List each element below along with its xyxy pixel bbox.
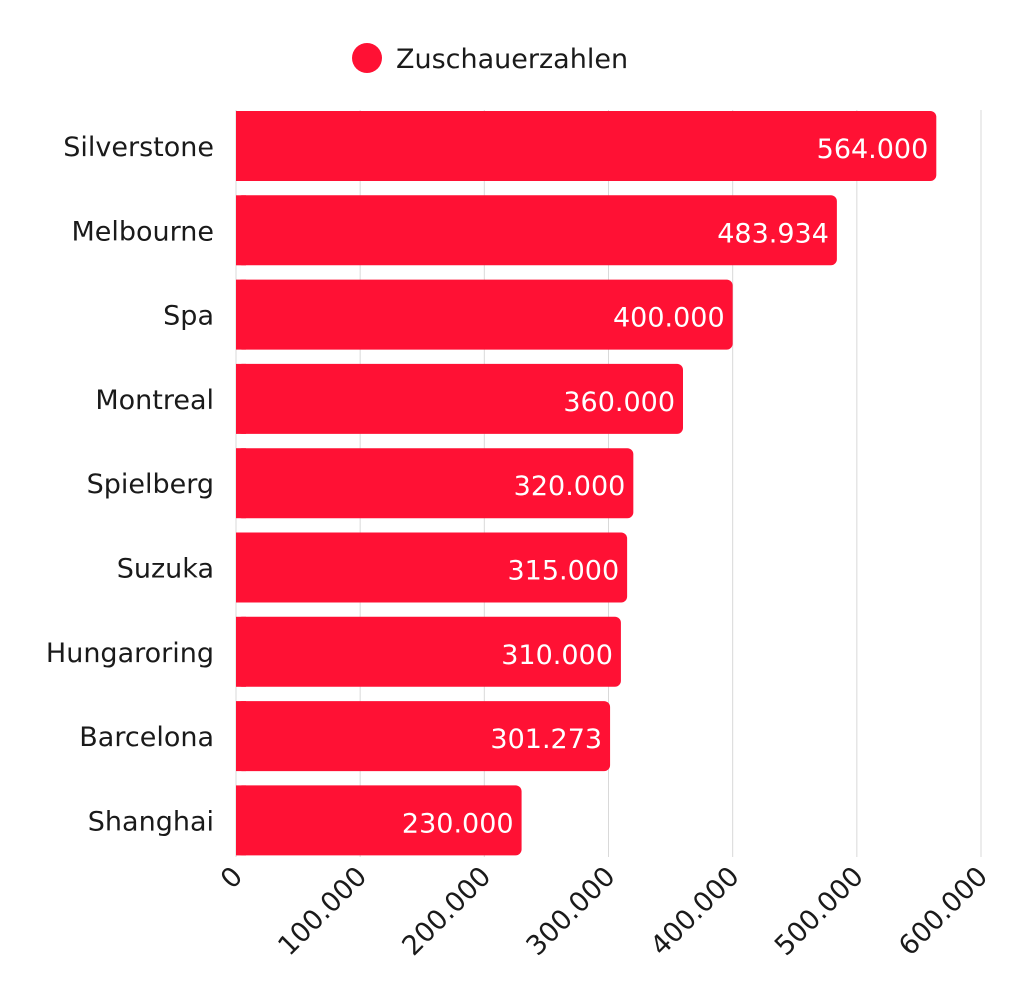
data-label: 564.000	[817, 134, 929, 165]
category-label: Barcelona	[79, 722, 214, 753]
data-labels: 564.000 483.934 400.000 360.000 320.000 315.0…	[402, 134, 928, 839]
x-axis-ticks: 0 100.000 200.000 300.000 400.000 500.000 600.…	[215, 861, 994, 962]
category-label: Melbourne	[71, 216, 214, 247]
category-label: Suzuka	[117, 554, 214, 585]
legend: Zuschauerzahlen	[352, 43, 628, 75]
bar-left-edge	[236, 448, 246, 519]
data-label: 320.000	[514, 471, 626, 502]
x-tick-label: 600.000	[893, 861, 994, 962]
x-tick-label: 500.000	[769, 861, 870, 962]
x-tick-label: 400.000	[645, 861, 746, 962]
bar-left-edge	[236, 363, 246, 434]
data-label: 360.000	[563, 387, 675, 418]
category-label: Montreal	[95, 385, 214, 416]
bar	[236, 195, 837, 266]
bar	[236, 111, 937, 181]
category-labels: Silverstone Melbourne Spa Montreal Spielberg…	[46, 132, 214, 837]
bar-left-edge	[236, 532, 246, 603]
data-label: 483.934	[717, 218, 829, 249]
data-label: 310.000	[501, 640, 613, 671]
category-label: Spielberg	[87, 469, 214, 500]
bar-left-edge	[236, 279, 246, 350]
category-label: Spa	[163, 301, 214, 332]
data-label: 301.273	[490, 724, 602, 755]
category-label: Silverstone	[63, 132, 214, 163]
category-label: Shanghai	[88, 806, 214, 837]
bar	[236, 532, 628, 603]
legend-swatch	[352, 43, 382, 73]
bar	[236, 363, 683, 434]
bar-left-edge	[236, 701, 246, 772]
legend-label: Zuschauerzahlen	[396, 44, 628, 75]
bar	[236, 448, 634, 519]
bar-left-edge	[236, 616, 246, 687]
data-label: 230.000	[402, 808, 514, 839]
bar	[236, 785, 522, 856]
bar-left-edge	[236, 111, 246, 181]
bar	[236, 701, 611, 772]
x-tick-label: 100.000	[272, 861, 373, 962]
x-tick-label: 200.000	[396, 861, 497, 962]
bar-left-edge	[236, 785, 246, 856]
bars	[236, 111, 937, 856]
bar	[236, 279, 733, 350]
data-label: 315.000	[507, 556, 619, 587]
x-tick-label: 300.000	[521, 861, 622, 962]
bar-left-edge	[236, 195, 246, 266]
x-tick-label: 0	[215, 861, 249, 895]
data-label: 400.000	[613, 303, 725, 334]
category-label: Hungaroring	[46, 638, 214, 669]
bar	[236, 616, 621, 687]
